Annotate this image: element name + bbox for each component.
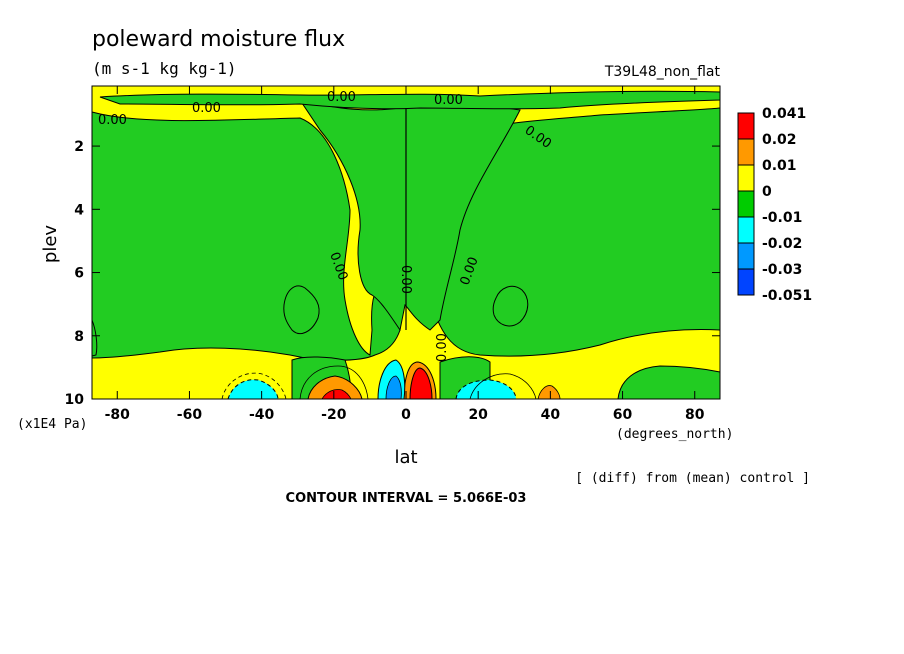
legend-swatch xyxy=(737,268,755,296)
contour-line-north-arc xyxy=(469,373,537,400)
y-tick-label: 2 xyxy=(74,139,84,155)
x-axis-label: lat xyxy=(394,447,417,468)
contour-fill-green-top xyxy=(99,90,721,110)
contour-label: 0.00 xyxy=(327,90,356,105)
contour-label: 0.00 xyxy=(434,93,463,108)
legend-swatch xyxy=(737,164,755,192)
diff-note: [ (diff) from (mean) control ] xyxy=(575,471,810,486)
x-tick-label: -20 xyxy=(321,407,347,423)
legend-swatch xyxy=(737,242,755,270)
legend-label: -0.01 xyxy=(762,210,802,226)
x-tick-label: -60 xyxy=(177,407,203,423)
legend-label: -0.02 xyxy=(762,236,802,252)
x-tick-label: 0 xyxy=(401,407,411,423)
contour-fill-red-north xyxy=(409,367,433,400)
y-axis-label: plev xyxy=(40,225,61,264)
x-tick-label: -80 xyxy=(105,407,131,423)
legend-swatch xyxy=(737,190,755,218)
y-tick-label: 4 xyxy=(74,202,84,218)
legend-label: 0.01 xyxy=(762,158,797,174)
contour-interval: CONTOUR INTERVAL = 5.066E-03 xyxy=(286,491,527,506)
chart-units: (m s-1 kg kg-1) xyxy=(92,59,237,78)
plot-area: 0.00 0.00 0.00 0.00 0.00 0.00 0.00 0.00 … xyxy=(91,85,721,400)
x-tick-label: -40 xyxy=(249,407,275,423)
contour-fill-cyan-20n xyxy=(455,379,517,400)
x-axis: -80 -60 -40 -20 0 20 40 60 80 xyxy=(105,86,705,423)
contour-fill-green-left-edge xyxy=(91,319,98,357)
contour-fill-orange-40n xyxy=(537,385,561,400)
x-unit-label: (degrees_north) xyxy=(616,427,733,442)
contour-fill-green-bottom-right xyxy=(617,365,721,400)
y-axis: 2 4 6 8 10 xyxy=(65,139,720,408)
y-tick-label: 8 xyxy=(74,329,84,345)
y-tick-label: 6 xyxy=(74,266,84,282)
x-tick-label: 40 xyxy=(541,407,561,423)
legend-swatch xyxy=(737,216,755,244)
legend-swatch xyxy=(737,138,755,166)
legend-label: 0 xyxy=(762,184,772,200)
x-tick-label: 60 xyxy=(613,407,633,423)
run-label: T39L48_non_flat xyxy=(604,64,721,80)
contour-label: 0.00 xyxy=(98,113,127,128)
contour-fill-orange-south xyxy=(307,375,363,400)
contour-line-south-arc xyxy=(299,365,369,400)
contour-fill-red-south xyxy=(321,389,352,400)
y-unit-label: (x1E4 Pa) xyxy=(17,417,87,432)
contour-line-dashed-south xyxy=(221,372,287,400)
contour-fill-cyan-45s xyxy=(227,379,279,400)
legend-swatch xyxy=(737,112,755,140)
contour-label: 0.00 xyxy=(435,333,450,362)
color-legend: 0.041 0.02 0.01 0 -0.01 -0.02 -0.03 -0.051 xyxy=(737,106,812,304)
contour-label: 0.00 xyxy=(398,265,413,294)
chart-title: poleward moisture flux xyxy=(92,27,345,52)
legend-label: -0.03 xyxy=(762,262,802,278)
contour-fill-green-lobe-right xyxy=(492,285,529,327)
legend-label: -0.051 xyxy=(762,288,812,304)
y-tick-label: 10 xyxy=(65,392,85,408)
x-tick-label: 20 xyxy=(468,407,488,423)
contour-fill-blue-eq xyxy=(385,375,402,400)
contour-fill-green-lobe-left xyxy=(283,285,320,334)
contour-label: 0.00 xyxy=(192,101,221,116)
x-tick-label: 80 xyxy=(685,407,705,423)
legend-label: 0.02 xyxy=(762,132,797,148)
legend-label: 0.041 xyxy=(762,106,806,122)
